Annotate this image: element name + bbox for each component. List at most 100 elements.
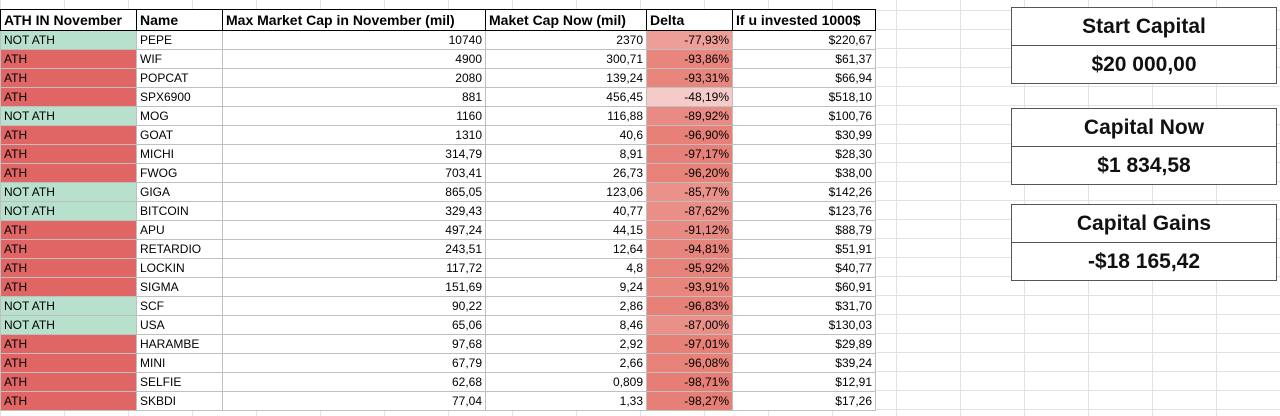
cell-delta[interactable]: -96,20% [646, 163, 733, 183]
cell-max-cap[interactable]: 881 [222, 87, 486, 107]
cell-cap-now[interactable]: 12,64 [485, 239, 647, 259]
cell-invested[interactable]: $518,10 [732, 87, 876, 107]
cell-delta[interactable]: -96,83% [646, 296, 733, 316]
capital-now-value[interactable]: $1 834,58 [1012, 146, 1276, 184]
cell-delta[interactable]: -96,08% [646, 353, 733, 373]
cell-max-cap[interactable]: 497,24 [222, 220, 486, 240]
cell-invested[interactable]: $38,00 [732, 163, 876, 183]
cell-invested[interactable]: $28,30 [732, 144, 876, 164]
cell-ath-status[interactable]: ATH [0, 49, 137, 69]
cell-ath-status[interactable]: ATH [0, 372, 137, 392]
cell-cap-now[interactable]: 40,6 [485, 125, 647, 145]
cell-max-cap[interactable]: 4900 [222, 49, 486, 69]
cell-name[interactable]: MOG [136, 106, 223, 126]
capital-gains-label[interactable]: Capital Gains [1076, 211, 1212, 235]
cell-delta[interactable]: -97,01% [646, 334, 733, 354]
cell-cap-now[interactable]: 0,809 [485, 372, 647, 392]
cell-ath-status[interactable]: NOT ATH [0, 201, 137, 221]
cell-invested[interactable]: $220,67 [732, 30, 876, 50]
cell-cap-now[interactable]: 123,06 [485, 182, 647, 202]
cell-ath-status[interactable]: ATH [0, 391, 137, 411]
cell-name[interactable]: MICHI [136, 144, 223, 164]
capital-gains-value[interactable]: -$18 165,42 [1012, 242, 1276, 280]
cell-invested[interactable]: $100,76 [732, 106, 876, 126]
cell-name[interactable]: FWOG [136, 163, 223, 183]
cell-delta[interactable]: -94,81% [646, 239, 733, 259]
cell-ath-status[interactable]: NOT ATH [0, 315, 137, 335]
cell-name[interactable]: PEPE [136, 30, 223, 50]
cell-cap-now[interactable]: 26,73 [485, 163, 647, 183]
cell-cap-now[interactable]: 2,86 [485, 296, 647, 316]
cell-cap-now[interactable]: 139,24 [485, 68, 647, 88]
capital-now-label[interactable]: Capital Now [1083, 115, 1205, 139]
cell-invested[interactable]: $61,37 [732, 49, 876, 69]
cell-max-cap[interactable]: 67,79 [222, 353, 486, 373]
cell-ath-status[interactable]: ATH [0, 125, 137, 145]
cell-name[interactable]: SIGMA [136, 277, 223, 297]
cell-max-cap[interactable]: 151,69 [222, 277, 486, 297]
cell-cap-now[interactable]: 2,66 [485, 353, 647, 373]
cell-invested[interactable]: $142,26 [732, 182, 876, 202]
cell-invested[interactable]: $60,91 [732, 277, 876, 297]
cell-ath-status[interactable]: ATH [0, 220, 137, 240]
cell-max-cap[interactable]: 117,72 [222, 258, 486, 278]
cell-max-cap[interactable]: 314,79 [222, 144, 486, 164]
cell-name[interactable]: GIGA [136, 182, 223, 202]
cell-name[interactable]: HARAMBE [136, 334, 223, 354]
cell-cap-now[interactable]: 1,33 [485, 391, 647, 411]
cell-cap-now[interactable]: 8,46 [485, 315, 647, 335]
cell-invested[interactable]: $39,24 [732, 353, 876, 373]
cell-name[interactable]: USA [136, 315, 223, 335]
cell-name[interactable]: SELFIE [136, 372, 223, 392]
cell-ath-status[interactable]: ATH [0, 163, 137, 183]
header-invested[interactable]: If u invested 1000$ [732, 9, 876, 31]
cell-name[interactable]: POPCAT [136, 68, 223, 88]
cell-max-cap[interactable]: 90,22 [222, 296, 486, 316]
cell-max-cap[interactable]: 62,68 [222, 372, 486, 392]
header-delta[interactable]: Delta [646, 9, 733, 31]
cell-max-cap[interactable]: 865,05 [222, 182, 486, 202]
cell-invested[interactable]: $29,89 [732, 334, 876, 354]
cell-ath-status[interactable]: ATH [0, 68, 137, 88]
header-ath-status[interactable]: ATH IN November [0, 9, 137, 31]
cell-max-cap[interactable]: 243,51 [222, 239, 486, 259]
cell-delta[interactable]: -95,92% [646, 258, 733, 278]
cell-delta[interactable]: -87,62% [646, 201, 733, 221]
cell-cap-now[interactable]: 40,77 [485, 201, 647, 221]
cell-ath-status[interactable]: NOT ATH [0, 106, 137, 126]
cell-max-cap[interactable]: 2080 [222, 68, 486, 88]
cell-delta[interactable]: -96,90% [646, 125, 733, 145]
cell-delta[interactable]: -98,71% [646, 372, 733, 392]
cell-max-cap[interactable]: 97,68 [222, 334, 486, 354]
cell-cap-now[interactable]: 8,91 [485, 144, 647, 164]
cell-name[interactable]: LOCKIN [136, 258, 223, 278]
cell-invested[interactable]: $17,26 [732, 391, 876, 411]
cell-max-cap[interactable]: 65,06 [222, 315, 486, 335]
cell-delta[interactable]: -77,93% [646, 30, 733, 50]
cell-cap-now[interactable]: 456,45 [485, 87, 647, 107]
cell-name[interactable]: GOAT [136, 125, 223, 145]
cell-invested[interactable]: $31,70 [732, 296, 876, 316]
cell-name[interactable]: BITCOIN [136, 201, 223, 221]
cell-ath-status[interactable]: ATH [0, 87, 137, 107]
cell-max-cap[interactable]: 329,43 [222, 201, 486, 221]
cell-delta[interactable]: -48,19% [646, 87, 733, 107]
cell-delta[interactable]: -89,92% [646, 106, 733, 126]
cell-ath-status[interactable]: ATH [0, 258, 137, 278]
cell-max-cap[interactable]: 1160 [222, 106, 486, 126]
header-cap-now[interactable]: Maket Cap Now (mil) [485, 9, 647, 31]
cell-delta[interactable]: -97,17% [646, 144, 733, 164]
cell-name[interactable]: SCF [136, 296, 223, 316]
cell-delta[interactable]: -93,31% [646, 68, 733, 88]
cell-name[interactable]: MINI [136, 353, 223, 373]
header-max-cap[interactable]: Max Market Cap in November (mil) [222, 9, 486, 31]
cell-ath-status[interactable]: NOT ATH [0, 30, 137, 50]
cell-cap-now[interactable]: 9,24 [485, 277, 647, 297]
cell-delta[interactable]: -93,91% [646, 277, 733, 297]
cell-max-cap[interactable]: 703,41 [222, 163, 486, 183]
cell-delta[interactable]: -87,00% [646, 315, 733, 335]
cell-name[interactable]: WIF [136, 49, 223, 69]
start-capital-label[interactable]: Start Capital [1082, 14, 1206, 38]
cell-invested[interactable]: $12,91 [732, 372, 876, 392]
cell-max-cap[interactable]: 77,04 [222, 391, 486, 411]
